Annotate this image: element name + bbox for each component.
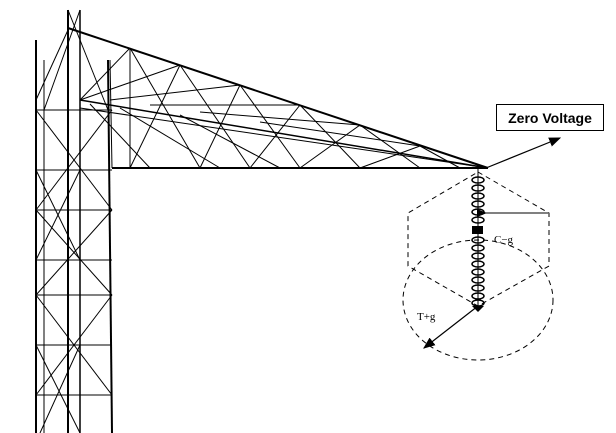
zero-voltage-arrow <box>485 137 562 169</box>
t-plus-g-arrow <box>423 305 479 349</box>
circle-clearance-outline <box>402 239 554 361</box>
zero-voltage-label: Zero Voltage <box>496 104 604 131</box>
c-minus-g-label: C−g <box>494 234 514 246</box>
t-plus-g-label: T+g <box>417 311 436 323</box>
tower-mast <box>35 9 113 433</box>
cross-arm-truss <box>67 27 489 169</box>
